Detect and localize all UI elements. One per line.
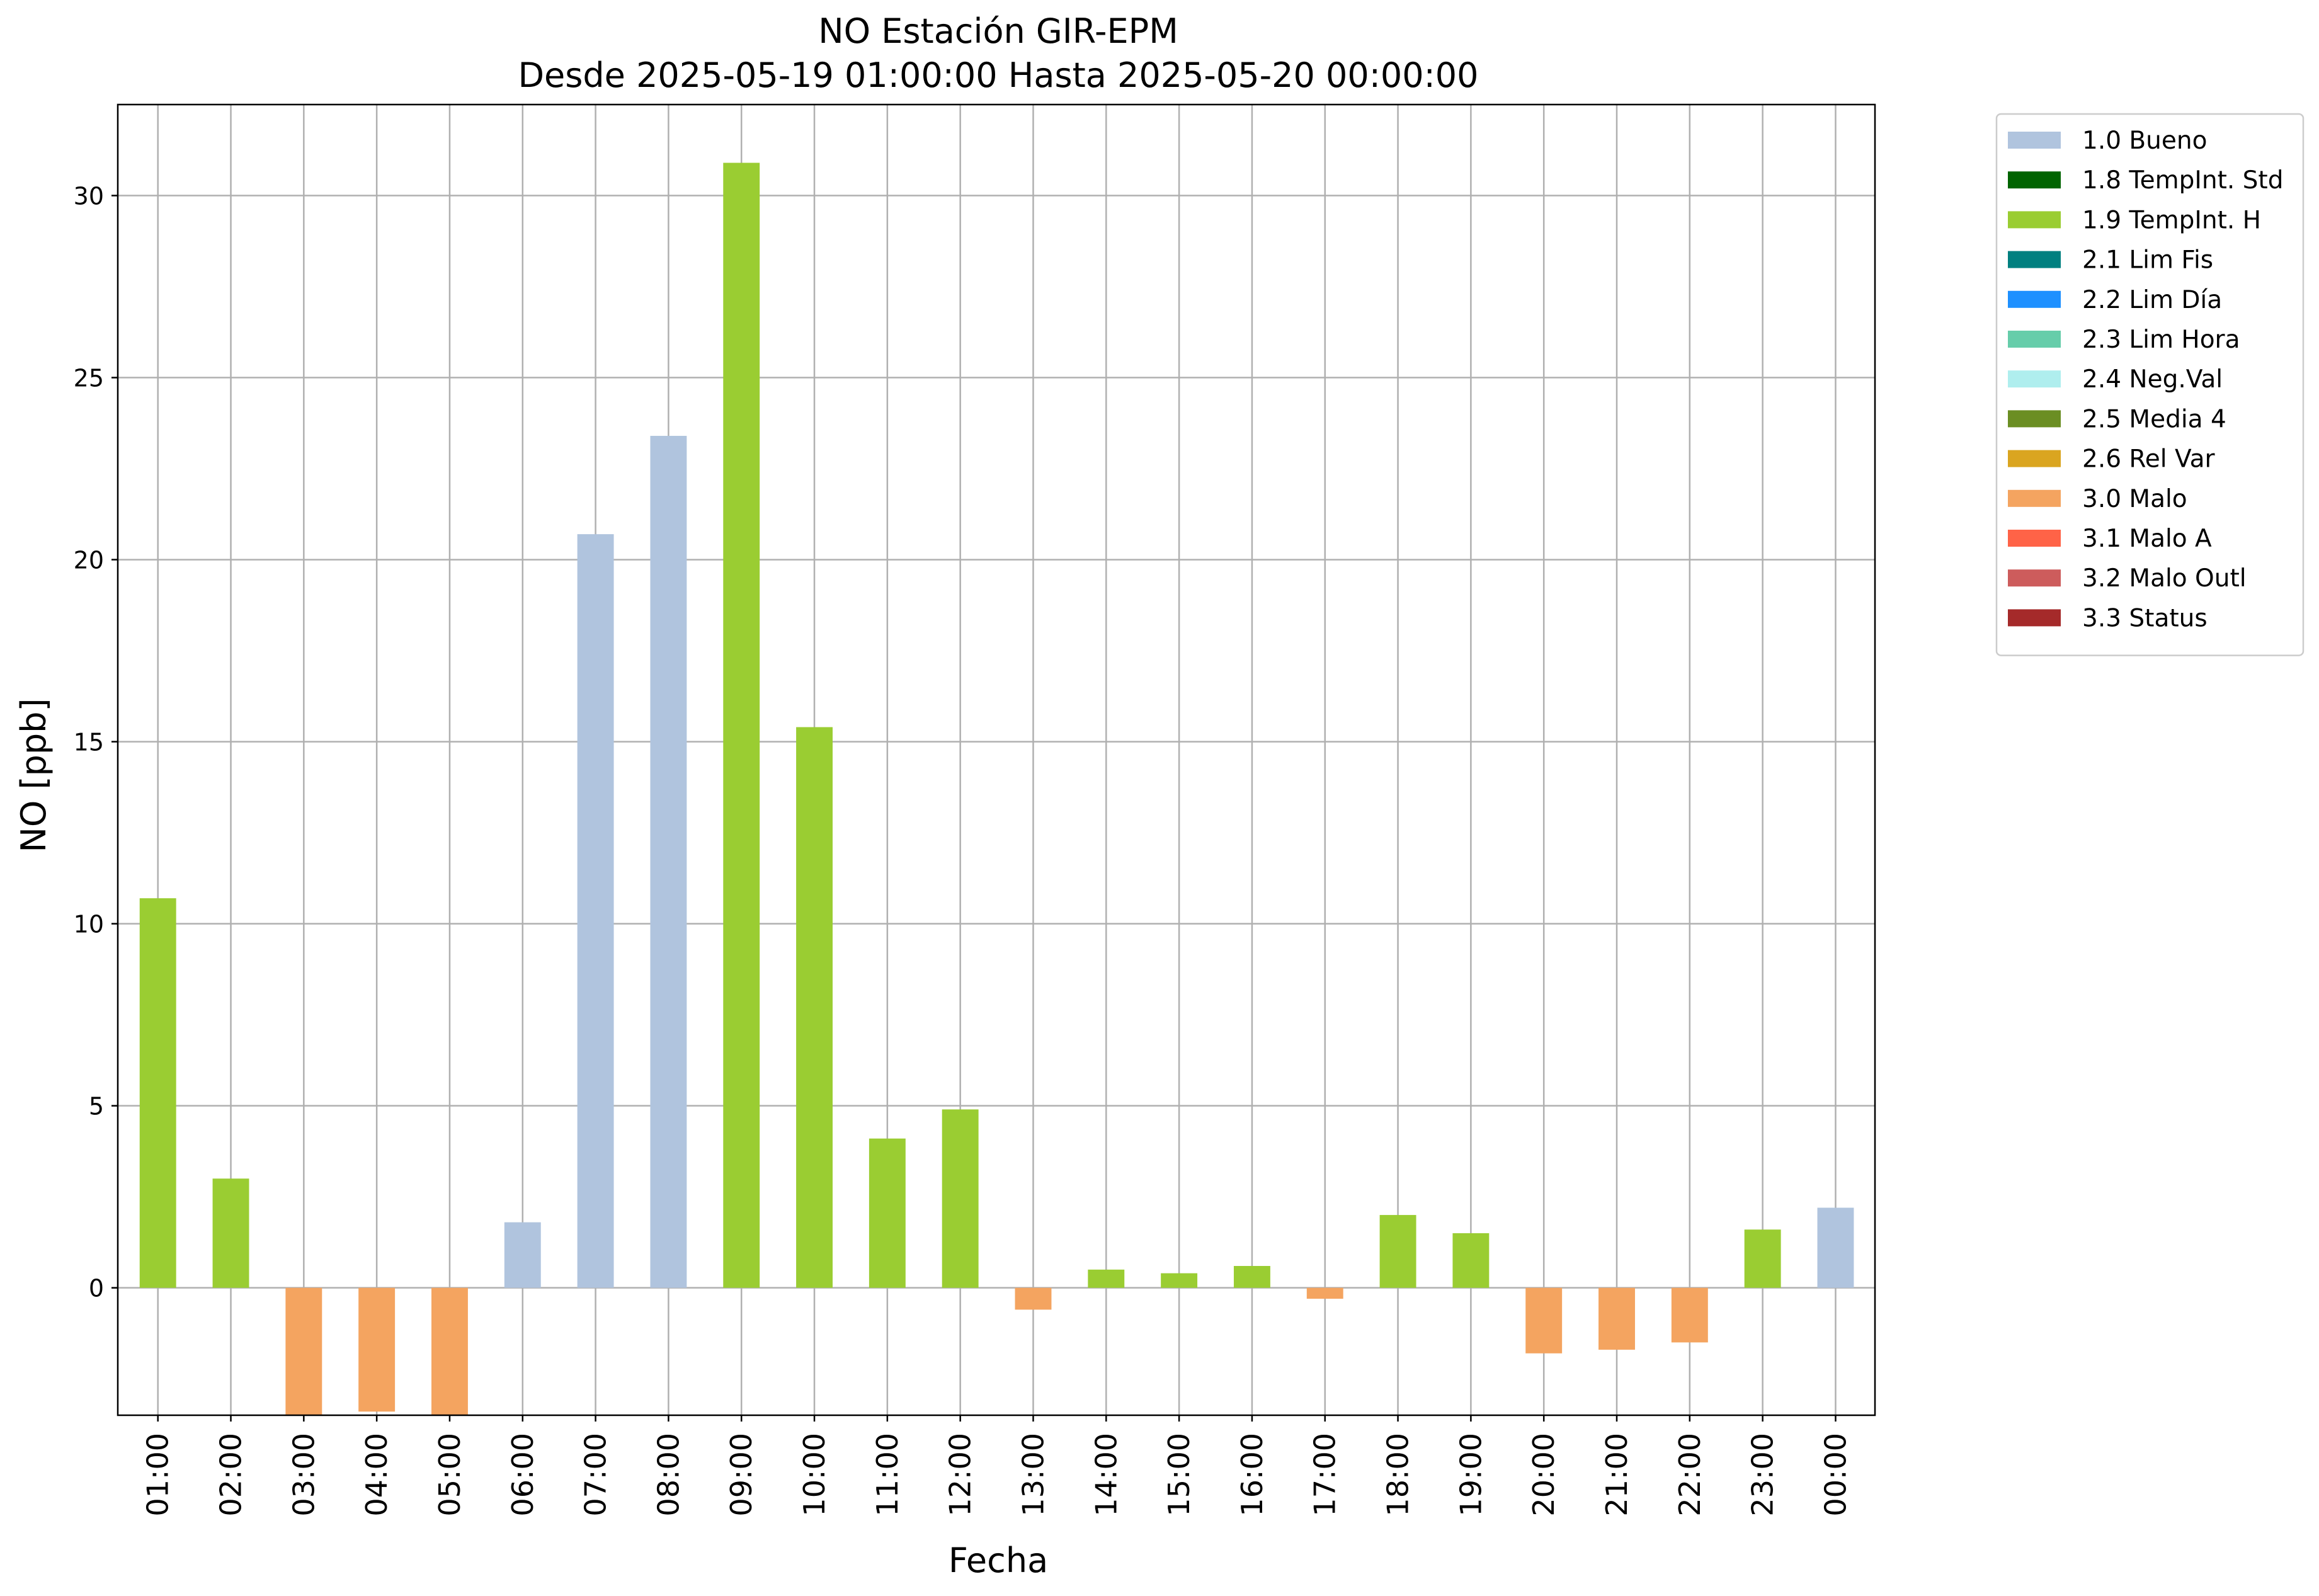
x-tick-label: 01:00	[141, 1433, 175, 1517]
legend-label: 2.4 Neg.Val	[2082, 365, 2223, 394]
y-tick-label: 30	[74, 183, 104, 210]
y-axis: 0 5 10 15 20 25 30	[74, 183, 118, 1302]
bar-17:00	[1306, 1287, 1343, 1299]
legend-swatch	[2008, 609, 2061, 627]
x-tick-label: 16:00	[1235, 1433, 1269, 1517]
bar-19:00	[1452, 1233, 1490, 1288]
legend-swatch	[2008, 211, 2061, 229]
bar-00:00	[1817, 1207, 1854, 1288]
bar-15:00	[1161, 1273, 1198, 1288]
x-tick-label: 14:00	[1089, 1433, 1123, 1517]
legend-label: 3.0 Malo	[2082, 485, 2187, 513]
bar-20:00	[1525, 1287, 1563, 1354]
x-tick-label: 02:00	[214, 1433, 248, 1517]
y-tick-label: 15	[74, 729, 104, 756]
legend-label: 2.3 Lim Hora	[2082, 326, 2240, 354]
x-tick-label: 10:00	[797, 1433, 831, 1517]
bar-03:00	[285, 1287, 322, 1415]
bar-23:00	[1744, 1229, 1781, 1288]
legend-swatch	[2008, 290, 2061, 308]
x-tick-label: 23:00	[1746, 1433, 1780, 1517]
bar-05:00	[431, 1287, 468, 1415]
legend-swatch	[2008, 370, 2061, 388]
legend-label: 3.1 Malo A	[2082, 525, 2212, 553]
bar-13:00	[1015, 1287, 1052, 1310]
legend: 1.0 Bueno 1.8 TempInt. Std 1.9 TempInt. H 2…	[1995, 113, 2305, 656]
bar-09:00	[723, 162, 760, 1288]
legend-swatch	[2008, 331, 2061, 348]
y-tick-label: 0	[89, 1275, 104, 1302]
y-tick-label: 20	[74, 547, 104, 574]
x-axis-label: Fecha	[949, 1541, 1048, 1580]
bar-01:00	[139, 898, 176, 1288]
y-tick-label: 5	[89, 1093, 104, 1120]
x-tick-label: 21:00	[1600, 1433, 1634, 1517]
y-axis-label: NO [ppb]	[14, 698, 54, 852]
legend-label: 1.9 TempInt. H	[2082, 206, 2261, 234]
x-tick-label: 06:00	[506, 1433, 540, 1517]
legend-label: 1.0 Bueno	[2082, 127, 2207, 155]
legend-swatch	[2008, 251, 2061, 268]
x-tick-label: 00:00	[1818, 1433, 1852, 1517]
x-tick-label: 07:00	[579, 1433, 613, 1517]
bar-10:00	[796, 727, 833, 1288]
x-tick-label: 17:00	[1308, 1433, 1342, 1517]
bar-08:00	[650, 436, 687, 1288]
x-tick-label: 19:00	[1454, 1433, 1488, 1517]
x-tick-label: 20:00	[1527, 1433, 1561, 1517]
y-tick-label: 25	[74, 365, 104, 392]
chart-title-line-2: Desde 2025-05-19 01:00:00 Hasta 2025-05-…	[518, 55, 1478, 95]
bar-06:00	[504, 1222, 541, 1288]
bar-18:00	[1379, 1215, 1416, 1288]
legend-label: 3.3 Status	[2082, 604, 2208, 632]
legend-swatch	[2008, 171, 2061, 189]
legend-label: 3.2 Malo Outl	[2082, 564, 2247, 593]
x-tick-label: 12:00	[943, 1433, 977, 1517]
legend-swatch	[2008, 450, 2061, 467]
x-tick-label: 03:00	[287, 1433, 321, 1517]
legend-label: 2.5 Media 4	[2082, 405, 2226, 433]
bar-22:00	[1671, 1287, 1708, 1343]
legend-swatch	[2008, 489, 2061, 507]
bar-14:00	[1088, 1269, 1125, 1288]
legend-box	[1995, 113, 2305, 656]
x-tick-label: 08:00	[651, 1433, 685, 1517]
legend-label: 2.2 Lim Día	[2082, 286, 2222, 314]
legend-swatch	[2008, 132, 2061, 149]
x-tick-label: 09:00	[724, 1433, 758, 1517]
x-axis: 01:00 02:00 03:00 04:00 05:00 06:00 07:00 08:00…	[141, 1415, 1852, 1517]
x-tick-label: 22:00	[1673, 1433, 1707, 1517]
bar-21:00	[1598, 1287, 1635, 1350]
chart-title-line-1: NO Estación GIR-EPM	[818, 11, 1178, 51]
legend-swatch	[2008, 569, 2061, 587]
legend-label: 1.8 TempInt. Std	[2082, 166, 2283, 195]
y-tick-label: 10	[74, 911, 104, 938]
legend-swatch	[2008, 530, 2061, 547]
plot-frame	[117, 103, 1876, 1416]
x-tick-label: 04:00	[360, 1433, 394, 1517]
x-tick-label: 05:00	[433, 1433, 467, 1517]
legend-swatch	[2008, 410, 2061, 428]
bar-04:00	[358, 1287, 396, 1412]
legend-label: 2.6 Rel Var	[2082, 445, 2216, 474]
legend-label: 2.1 Lim Fis	[2082, 246, 2213, 275]
x-tick-label: 11:00	[870, 1433, 904, 1517]
x-tick-label: 15:00	[1162, 1433, 1196, 1517]
x-tick-label: 18:00	[1381, 1433, 1415, 1517]
bars	[139, 162, 1854, 1415]
bar-11:00	[869, 1138, 906, 1288]
bar-16:00	[1233, 1265, 1270, 1288]
x-tick-label: 13:00	[1016, 1433, 1050, 1517]
bar-02:00	[212, 1178, 249, 1288]
bar-12:00	[942, 1109, 979, 1288]
bar-07:00	[577, 534, 614, 1288]
